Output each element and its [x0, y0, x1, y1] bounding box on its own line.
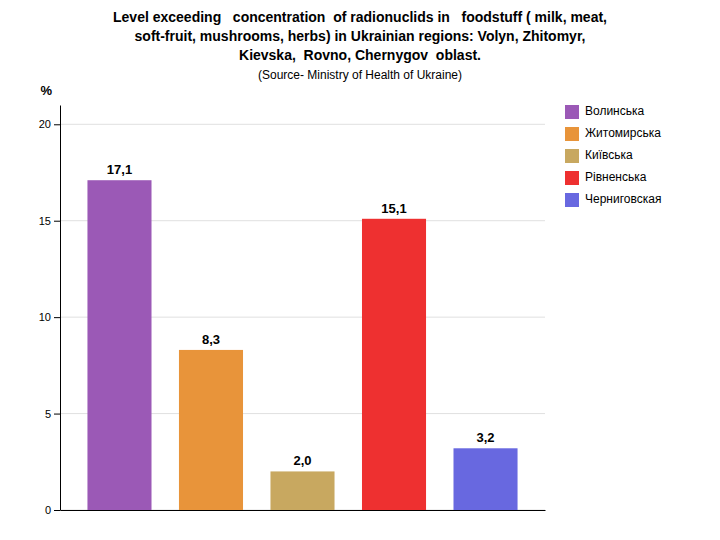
- y-tick-label: 10: [39, 311, 51, 323]
- y-axis-title: %: [40, 83, 52, 98]
- y-tick: 15: [39, 215, 60, 227]
- legend-item: Черниговская: [565, 192, 661, 207]
- data-labels: 17,1 8,3 2,0 15,1 3,2: [107, 162, 495, 468]
- legend-item: Рівненська: [565, 170, 647, 185]
- title: Kievska, Rovno, Chernygov oblast.: [239, 47, 481, 63]
- grid-line: [60, 124, 545, 125]
- legend: Волинська Житомирська Київська Рівненська Че…: [565, 104, 661, 207]
- chart-svg: Level exceeding concentration of radionu…: [0, 0, 720, 540]
- legend-label: Черниговская: [585, 192, 661, 206]
- bar: [453, 448, 517, 510]
- data-label: 3,2: [476, 430, 494, 445]
- legend-label: Київська: [585, 148, 633, 162]
- y-axis: 0 5 10 15 20: [39, 106, 61, 517]
- y-axis-line: [60, 106, 61, 511]
- legend-item: Київська: [565, 148, 633, 163]
- grid: [60, 124, 545, 510]
- legend-swatch: [565, 149, 579, 163]
- data-label: 15,1: [381, 201, 406, 216]
- y-tick-label: 20: [39, 118, 51, 130]
- legend-label: Волинська: [585, 104, 645, 118]
- y-tick: 0: [45, 504, 60, 516]
- title-group: Level exceeding concentration of radionu…: [113, 9, 607, 82]
- title: soft-fruit, mushrooms, herbs) in Ukraini…: [135, 28, 586, 44]
- y-tick-mark: [54, 317, 60, 318]
- data-label: 17,1: [107, 162, 132, 177]
- y-tick: 5: [45, 408, 60, 420]
- legend-swatch: [565, 171, 579, 185]
- legend-label: Житомирська: [585, 126, 661, 140]
- y-tick-label: 15: [39, 215, 51, 227]
- y-tick-mark: [54, 124, 60, 125]
- bar: [87, 180, 151, 510]
- y-tick-mark: [54, 221, 60, 222]
- legend-item: Волинська: [565, 104, 645, 119]
- legend-swatch: [565, 105, 579, 119]
- bar: [179, 350, 243, 510]
- subtitle: (Source- Ministry of Health of Ukraine): [258, 68, 462, 82]
- title: Level exceeding concentration of radionu…: [113, 9, 607, 25]
- bar: [362, 219, 426, 510]
- bar: [270, 471, 334, 510]
- data-label: 2,0: [293, 453, 311, 468]
- plot-area: 0 5 10 15 20% 17,1 8,3 2,0 15,1 3,2: [39, 83, 546, 516]
- bars: [87, 180, 517, 510]
- legend-swatch: [565, 193, 579, 207]
- x-axis: [61, 510, 546, 511]
- y-tick: 10: [39, 311, 60, 323]
- x-axis-line: [61, 510, 546, 511]
- y-tick: 20: [39, 118, 60, 130]
- y-tick-label: 0: [45, 504, 51, 516]
- legend-item: Житомирська: [565, 126, 661, 141]
- y-tick-label: 5: [45, 408, 51, 420]
- data-label: 8,3: [202, 332, 220, 347]
- y-tick-mark: [54, 414, 60, 415]
- y-tick-mark: [54, 510, 60, 511]
- legend-swatch: [565, 127, 579, 141]
- legend-label: Рівненська: [585, 170, 647, 184]
- chart-container: Level exceeding concentration of radionu…: [0, 0, 720, 540]
